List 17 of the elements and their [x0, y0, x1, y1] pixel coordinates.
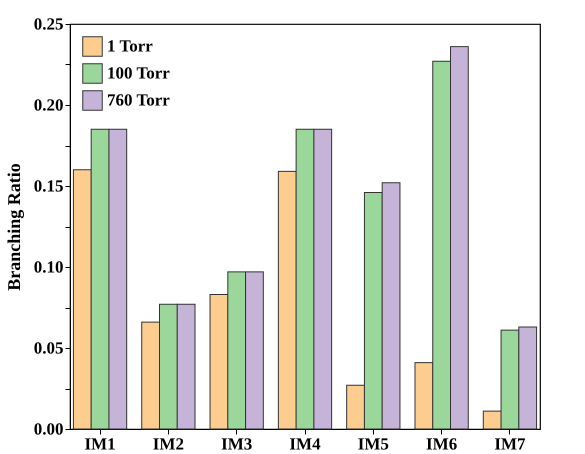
x-tick-label: IM3 — [221, 434, 252, 454]
x-tick-label: IM1 — [84, 434, 116, 454]
legend-label: 1 Torr — [107, 36, 154, 56]
y-tick-label: 0.25 — [34, 14, 64, 34]
x-tick-label: IM4 — [289, 434, 322, 454]
x-tick-label: IM7 — [494, 434, 526, 454]
x-tick-label: IM5 — [358, 434, 389, 454]
y-tick-label: 0.20 — [34, 96, 64, 114]
legend-label: 760 Torr — [107, 90, 170, 110]
x-tick-label: IM6 — [426, 434, 458, 454]
y-tick-label: 0.00 — [34, 420, 64, 438]
y-axis-title: Branching Ratio — [4, 163, 24, 291]
x-tick-label: IM2 — [152, 434, 184, 454]
y-tick-label: 0.10 — [34, 258, 64, 276]
legend-label: 100 Torr — [107, 64, 170, 82]
y-tick-label: 0.05 — [34, 338, 64, 358]
y-tick-label: 0.15 — [34, 176, 64, 196]
